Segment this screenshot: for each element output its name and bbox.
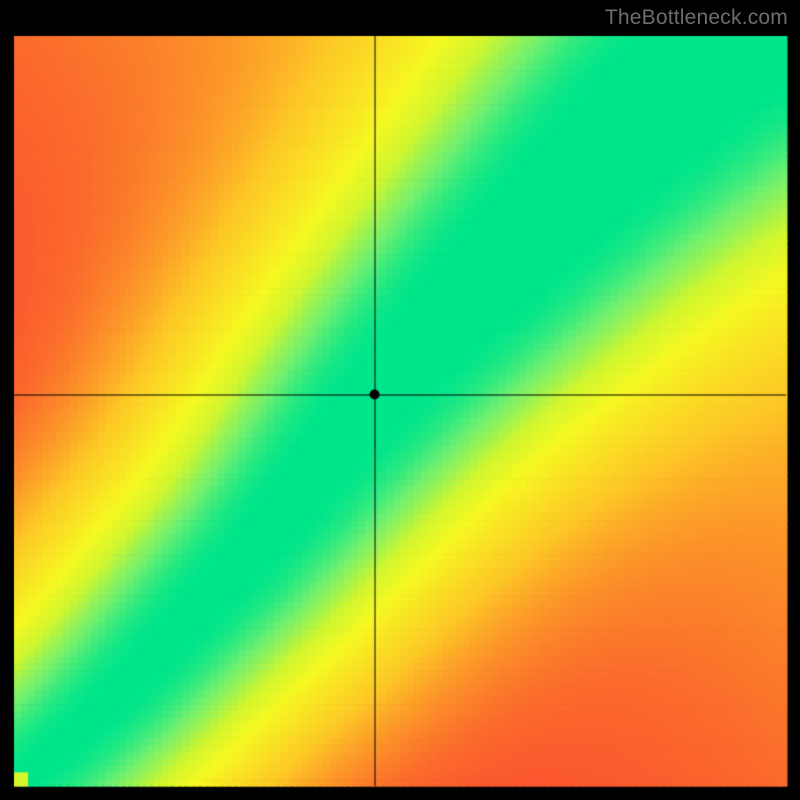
bottleneck-heatmap: [0, 0, 800, 800]
watermark-text: TheBottleneck.com: [605, 6, 788, 30]
chart-container: { "watermark": "TheBottleneck.com", "wat…: [0, 0, 800, 800]
